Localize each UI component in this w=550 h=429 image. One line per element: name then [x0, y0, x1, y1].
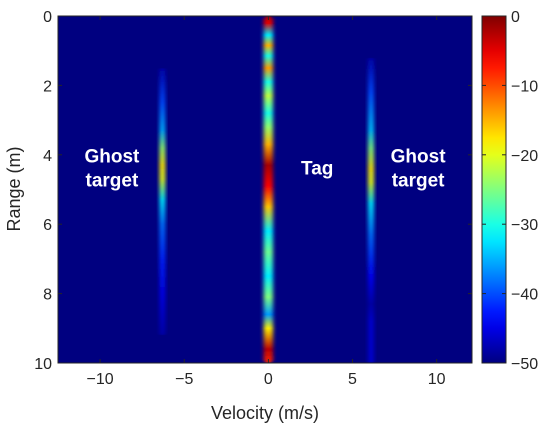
- colorbar-tick-label: −30: [511, 217, 538, 234]
- plot-area: Ghost target Tag Ghost target: [57, 15, 473, 364]
- plot-frame: [57, 15, 473, 364]
- colorbar: 0 −10 −20 −30 −40 −50: [481, 9, 538, 373]
- annotation-label: target: [86, 171, 139, 192]
- y-tick-label: 0: [43, 9, 52, 26]
- band-ghost-left: [159, 68, 166, 336]
- colorbar-tick-label: −50: [511, 356, 538, 373]
- annotation-label: Tag: [301, 159, 333, 180]
- annotation-label: Ghost: [391, 147, 447, 168]
- colorbar-tick-label: −20: [511, 148, 538, 165]
- colorbar-tick-label: 0: [511, 9, 520, 26]
- x-axis-label: Velocity (m/s): [211, 403, 319, 423]
- x-axis-ticks: −10 −5 0 5 10: [87, 16, 446, 388]
- y-axis-label: Range (m): [4, 146, 24, 231]
- band-ghost-right-line: [368, 57, 374, 363]
- y-tick-label: 2: [43, 78, 52, 95]
- annotation-label: target: [392, 171, 445, 192]
- band-tag-line: [263, 16, 273, 363]
- colorbar-tick-label: −10: [511, 78, 538, 95]
- colorbar-gradient: [481, 15, 507, 364]
- colorbar-ticks: 0 −10 −20 −30 −40 −50: [482, 9, 538, 373]
- y-tick-label: 10: [34, 356, 52, 373]
- y-axis-ticks: 0 2 4 6 8 10: [34, 9, 472, 373]
- y-tick-label: 4: [43, 148, 52, 165]
- band-ghost-right: [368, 57, 374, 363]
- bands-layer: [159, 16, 374, 363]
- x-tick-label: 10: [428, 371, 446, 388]
- band-tag: [263, 16, 273, 363]
- annotation-label: Ghost: [84, 147, 140, 168]
- colorbar-tick-label: −40: [511, 287, 538, 304]
- y-tick-label: 6: [43, 217, 52, 234]
- x-tick-label: −10: [87, 371, 114, 388]
- y-tick-label: 8: [43, 287, 52, 304]
- band-ghost-left-line: [159, 68, 166, 336]
- x-tick-label: 5: [348, 371, 357, 388]
- x-tick-label: −5: [175, 371, 193, 388]
- x-tick-label: 0: [264, 371, 273, 388]
- annotations-layer: Ghost target Tag Ghost target: [84, 147, 446, 192]
